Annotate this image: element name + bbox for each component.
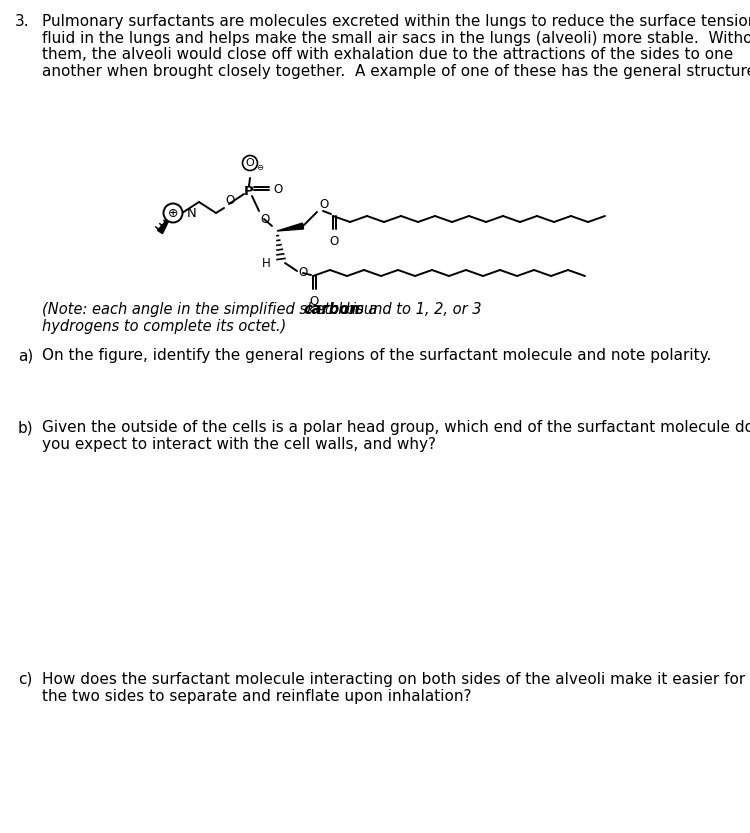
Text: O: O xyxy=(298,266,307,278)
Text: O: O xyxy=(225,194,234,207)
Text: O: O xyxy=(309,295,319,308)
Text: On the figure, identify the general regions of the surfactant molecule and note : On the figure, identify the general regi… xyxy=(42,348,711,363)
Text: hydrogens to complete its octet.): hydrogens to complete its octet.) xyxy=(42,318,286,333)
Text: O: O xyxy=(329,235,339,248)
Text: H: H xyxy=(262,257,271,270)
Text: ⊖: ⊖ xyxy=(256,162,263,172)
Text: b): b) xyxy=(18,420,34,435)
Text: O: O xyxy=(273,182,282,196)
Text: P: P xyxy=(244,184,254,197)
Text: the two sides to separate and reinflate upon inhalation?: the two sides to separate and reinflate … xyxy=(42,689,472,704)
Polygon shape xyxy=(277,223,304,231)
Text: (Note: each angle in the simplified sketch is a: (Note: each angle in the simplified sket… xyxy=(42,302,382,317)
Text: another when brought closely together.  A example of one of these has the genera: another when brought closely together. A… xyxy=(42,63,750,78)
Text: bound to 1, 2, or 3: bound to 1, 2, or 3 xyxy=(340,302,482,317)
Text: N: N xyxy=(188,207,196,220)
Text: fluid in the lungs and helps make the small air sacs in the lungs (alveoli) more: fluid in the lungs and helps make the sm… xyxy=(42,31,750,46)
Text: 3.: 3. xyxy=(15,14,30,29)
Text: you expect to interact with the cell walls, and why?: you expect to interact with the cell wal… xyxy=(42,436,436,451)
Text: carbon: carbon xyxy=(304,302,360,317)
Circle shape xyxy=(164,203,182,222)
Text: O: O xyxy=(246,158,254,168)
Text: How does the surfactant molecule interacting on both sides of the alveoli make i: How does the surfactant molecule interac… xyxy=(42,672,746,687)
Text: O: O xyxy=(260,213,269,226)
Text: them, the alveoli would close off with exhalation due to the attractions of the : them, the alveoli would close off with e… xyxy=(42,47,734,62)
Text: Given the outside of the cells is a polar head group, which end of the surfactan: Given the outside of the cells is a pola… xyxy=(42,420,750,435)
Text: O: O xyxy=(319,198,328,211)
Text: c): c) xyxy=(18,672,32,687)
Polygon shape xyxy=(158,214,172,234)
Circle shape xyxy=(242,156,257,171)
Text: Pulmonary surfactants are molecules excreted within the lungs to reduce the surf: Pulmonary surfactants are molecules excr… xyxy=(42,14,750,29)
Text: a): a) xyxy=(18,348,33,363)
Text: ⊕: ⊕ xyxy=(168,207,178,220)
